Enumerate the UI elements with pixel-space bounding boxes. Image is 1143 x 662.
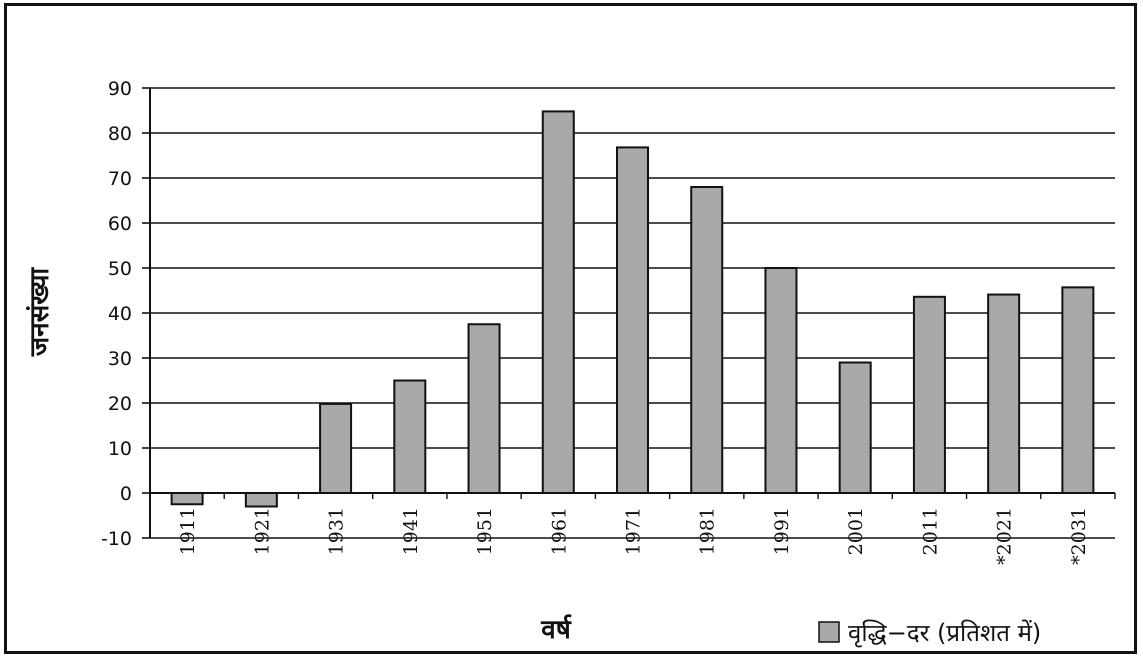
bar [244,492,278,508]
legend-label: वृद्धि−दर (प्रतिशत में) [848,619,1041,648]
y-tick-label: 0 [120,483,132,505]
bar [912,295,946,494]
bar [541,110,575,495]
y-tick-label: 80 [108,123,132,145]
legend-swatch [818,621,840,643]
x-tick-label: 1941 [400,507,422,555]
bar [764,267,798,494]
y-axis-title: जनसंख्या [25,267,55,358]
y-tick-label: 70 [108,168,132,190]
x-axis-title: वर्ष [540,614,571,645]
bar [987,293,1021,494]
y-tick-label: 20 [108,393,132,415]
x-tick-label: 1931 [326,507,348,555]
x-tick-label: 1971 [623,507,645,555]
bar [467,323,501,494]
bar [690,186,724,494]
axes [149,88,1115,538]
legend: वृद्धि−दर (प्रतिशत में) [818,619,1041,648]
bar [838,361,872,494]
y-tick-label: 90 [108,78,132,100]
y-tick-label: 40 [108,303,132,325]
x-tick-label: 1981 [697,507,719,555]
x-tick-label: 2001 [845,507,867,555]
x-tick-label: 1911 [177,507,199,555]
y-tick-label: 50 [108,258,132,280]
bar [319,402,353,494]
x-tick-label: *2031 [1068,507,1090,565]
bar [616,146,649,494]
x-tick-label: *2021 [994,507,1016,565]
y-tick-label: 30 [108,348,132,370]
x-tick-label: 1991 [771,507,793,555]
x-tick-label: 1961 [548,507,570,555]
y-tick-label: 60 [108,213,132,235]
x-tick-label: 1951 [474,507,496,555]
x-tick-labels: 1911 1921 1931 1941 1951 1961 1971 1981 1991 2001… [177,507,1090,565]
y-tick-label: 10 [108,438,132,460]
x-tick-label: 2011 [919,507,941,555]
x-tick-label: 1921 [251,507,273,555]
y-tick-label: -10 [101,528,132,550]
bar [393,379,427,494]
bar [170,492,204,506]
bars [170,110,1095,508]
y-tick-labels: 90 80 70 60 50 40 30 20 10 0 -10 [101,78,132,550]
bar [1061,286,1095,494]
